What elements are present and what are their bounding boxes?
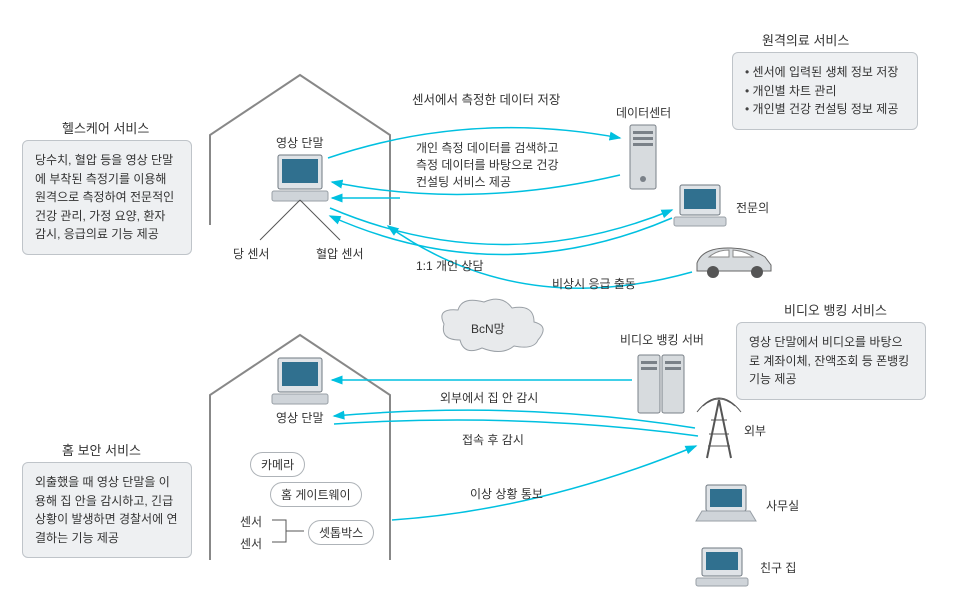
- homesecurity-box: 외출했을 때 영상 단말을 이용해 집 안을 감시하고, 긴급 상황이 발생하면…: [22, 462, 192, 558]
- label-bp-sensor: 혈압 센서: [316, 246, 364, 263]
- arrow-label-sensor-data: 센서에서 측정한 데이터 저장: [412, 92, 560, 110]
- videobanking-box: 영상 단말에서 비디오를 바탕으로 계좌이체, 잔액조회 등 폰뱅킹 기능 제공: [736, 322, 926, 400]
- telemedicine-list: 센서에 입력된 생체 정보 저장 개인별 차트 관리 개인별 건강 컨설팅 정보…: [745, 63, 905, 119]
- label-sensor-2: 센서: [240, 535, 262, 552]
- videobanking-text: 영상 단말에서 비디오를 바탕으로 계좌이체, 잔액조회 등 폰뱅킹 기능 제공: [749, 335, 909, 386]
- pill-settop: 셋톱박스: [308, 520, 374, 545]
- car-icon: [697, 248, 771, 278]
- homesecurity-title: 홈 보안 서비스: [62, 440, 141, 459]
- antenna-icon: [697, 398, 741, 458]
- arrow-label-consult: 개인 측정 데이터를 검색하고 측정 데이터를 바탕으로 건강 컨설팅 서비스 …: [416, 140, 558, 190]
- arrow-label-abnormal: 이상 상황 통보: [470, 486, 543, 503]
- telemedicine-title: 원격의료 서비스: [762, 30, 849, 49]
- label-friend-home: 친구 집: [760, 560, 796, 577]
- telemedicine-item: 개인별 차트 관리: [745, 82, 905, 101]
- telemedicine-item: 센서에 입력된 생체 정보 저장: [745, 63, 905, 82]
- healthcare-box: 당수치, 혈압 등을 영상 단말에 부착된 측정기를 이용해 원격으로 측정하여…: [22, 140, 192, 255]
- arrow-label-connect-watch: 접속 후 감시: [462, 432, 524, 449]
- arrow-label-watch-outside: 외부에서 집 안 감시: [440, 390, 538, 407]
- computer-icon: [696, 548, 748, 586]
- computer-icon: [674, 185, 726, 226]
- label-video-terminal: 영상 단말: [276, 135, 324, 152]
- homesecurity-text: 외출했을 때 영상 단말을 이용해 집 안을 감시하고, 긴급 상황이 발생하면…: [35, 475, 177, 545]
- label-glucose-sensor: 당 센서: [233, 246, 269, 263]
- pill-camera: 카메라: [250, 452, 305, 477]
- telemedicine-box: 센서에 입력된 생체 정보 저장 개인별 차트 관리 개인별 건강 컨설팅 정보…: [732, 52, 918, 130]
- healthcare-title: 헬스케어 서비스: [62, 118, 149, 137]
- arrow: [330, 216, 672, 255]
- label-specialist: 전문의: [736, 200, 769, 217]
- arrow: [392, 446, 696, 520]
- label-sensor-1: 센서: [240, 513, 262, 530]
- server-icon: [630, 125, 656, 189]
- arrow-label-1on1: 1:1 개인 상담: [416, 258, 484, 275]
- arrow-label-emergency: 비상시 응급 출동: [552, 276, 636, 293]
- computer-icon: [272, 155, 328, 201]
- healthcare-text: 당수치, 혈압 등을 영상 단말에 부착된 측정기를 이용해 원격으로 측정하여…: [35, 153, 174, 241]
- telemedicine-item: 개인별 건강 컨설팅 정보 제공: [745, 100, 905, 119]
- label-bcn: BcN망: [471, 321, 505, 338]
- label-videobank-server: 비디오 뱅킹 서버: [620, 332, 704, 349]
- videobanking-title: 비디오 뱅킹 서비스: [784, 300, 887, 319]
- computer-icon: [272, 358, 328, 404]
- laptop-icon: [696, 485, 756, 521]
- label-external: 외부: [744, 423, 766, 440]
- label-datacenter: 데이터센터: [616, 105, 671, 122]
- arrow: [334, 410, 695, 428]
- label-office: 사무실: [766, 498, 799, 515]
- label-video-terminal-2: 영상 단말: [276, 410, 324, 427]
- server-icon: [638, 355, 684, 413]
- arrow: [330, 208, 672, 245]
- pill-home-gateway: 홈 게이트웨이: [270, 482, 362, 507]
